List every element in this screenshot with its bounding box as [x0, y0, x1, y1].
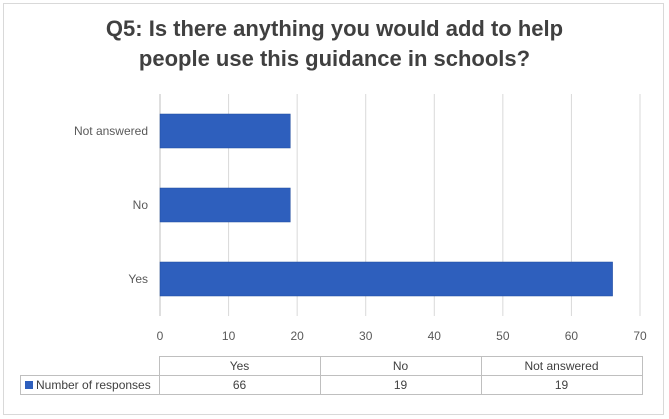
- chart-frame: [3, 3, 664, 415]
- chart-title-line-1: Q5: Is there anything you would add to h…: [105, 16, 564, 41]
- category-label-no: No: [133, 198, 149, 212]
- x-tick-label-7: 70: [633, 329, 647, 343]
- category-label-not-answered: Not answered: [74, 124, 148, 138]
- x-tick-label-5: 50: [496, 329, 510, 343]
- data-table-header-row: Yes No Not answered: [20, 356, 643, 376]
- x-tick-label-3: 30: [359, 329, 373, 343]
- x-tick-label-4: 40: [428, 329, 442, 343]
- bar-yes: [159, 261, 613, 297]
- x-tick-label-0: 0: [157, 329, 164, 343]
- data-table-header-not-answered: Not answered: [480, 356, 643, 376]
- data-table-value-no: 19: [319, 375, 482, 395]
- data-table-value-yes: 66: [158, 375, 321, 395]
- legend-key: [25, 381, 33, 389]
- x-tick-label-6: 60: [565, 329, 579, 343]
- chart-title-line-2: people use this guidance in schools?: [138, 46, 531, 71]
- chart-title: Q5: Is there anything you would add to h…: [0, 14, 669, 74]
- series-name: Number of responses: [36, 378, 151, 392]
- data-table-corner: [20, 356, 160, 376]
- data-table: Yes No Not answered Number of responses …: [20, 356, 643, 395]
- bar-not-answered: [159, 113, 291, 149]
- data-table-value-not-answered: 19: [480, 375, 643, 395]
- data-table-series-label: Number of responses: [20, 375, 160, 395]
- category-label-yes: Yes: [128, 272, 148, 286]
- x-tick-label-1: 10: [222, 329, 236, 343]
- x-tick-label-2: 20: [290, 329, 304, 343]
- bar-no: [159, 187, 291, 223]
- data-table-header-no: No: [319, 356, 482, 376]
- data-table-row: Number of responses 66 19 19: [20, 375, 643, 395]
- data-table-header-yes: Yes: [158, 356, 321, 376]
